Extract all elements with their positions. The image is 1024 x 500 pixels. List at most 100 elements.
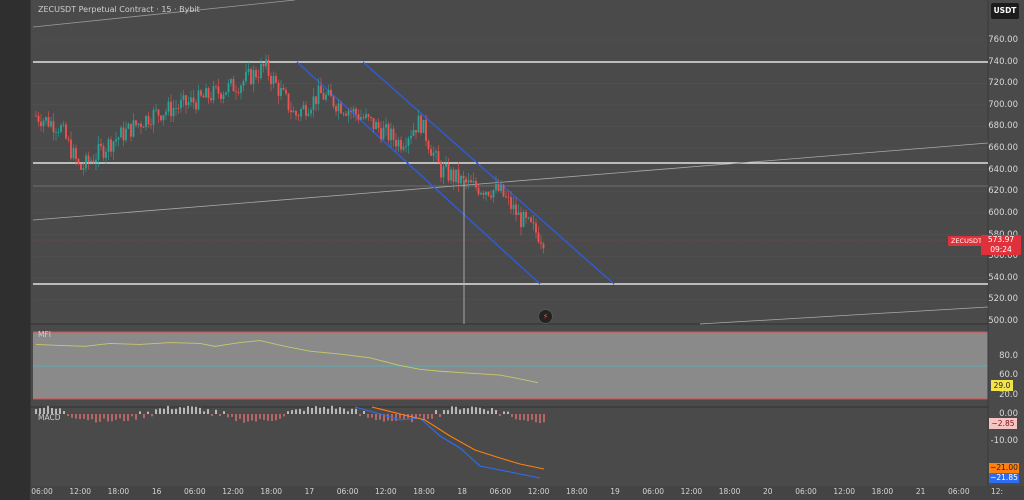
candle-body: [245, 71, 247, 82]
macd-bar: [139, 411, 141, 414]
macd-bar: [311, 407, 313, 414]
price-tick: 520.00: [988, 294, 1018, 305]
candle-body: [492, 189, 495, 198]
macd-bar: [471, 406, 473, 414]
candle-body: [107, 139, 110, 152]
candle-body: [132, 120, 135, 137]
macd-bar: [511, 414, 513, 418]
candle-body: [415, 130, 417, 133]
candle-body: [502, 184, 505, 197]
candle-body: [435, 151, 437, 153]
candle-body: [305, 105, 307, 116]
candle-body: [210, 98, 212, 101]
candle-body: [520, 212, 522, 228]
macd-bar: [291, 410, 293, 414]
macd-bar: [491, 408, 493, 414]
candle-body: [42, 120, 45, 127]
candle-body: [397, 139, 400, 147]
candle-body: [407, 138, 410, 146]
candle-body: [457, 169, 460, 184]
macd-line-value-tag: −21.85: [989, 473, 1019, 483]
macd-bar: [167, 405, 169, 414]
candle-body: [240, 85, 242, 94]
macd-bar: [143, 414, 145, 419]
candle-body: [412, 130, 415, 136]
time-tick: 21: [915, 487, 926, 496]
currency-button[interactable]: USDT: [991, 3, 1019, 19]
macd-bar: [39, 408, 41, 414]
channel-lower[interactable]: [296, 61, 541, 285]
macd-tick: -10.00: [990, 436, 1018, 446]
lightning-icon[interactable]: ⚡: [538, 309, 553, 324]
candle-body: [115, 139, 117, 142]
macd-bar: [371, 414, 373, 418]
macd-bar: [479, 407, 481, 414]
candle-body: [267, 59, 270, 76]
macd-bar: [47, 405, 49, 414]
macd-bar: [411, 414, 413, 423]
candle-body: [357, 114, 360, 120]
macd-bar: [147, 411, 149, 414]
candle-body: [445, 163, 447, 167]
macd-bar: [375, 414, 377, 421]
macd-bar: [347, 411, 349, 414]
macd-bar: [259, 414, 261, 419]
macd-bar: [195, 406, 197, 414]
candle-body: [530, 217, 532, 223]
candle-body: [517, 212, 520, 215]
macd-bar: [539, 414, 541, 424]
candle-body: [295, 110, 297, 116]
candle-body: [187, 102, 190, 106]
candle-body: [82, 168, 85, 170]
trendline-lower[interactable]: [699, 306, 989, 325]
channel-upper[interactable]: [362, 61, 615, 285]
candle-body: [475, 180, 477, 188]
candle-body: [432, 152, 435, 156]
candle-body: [235, 91, 237, 93]
candle-body: [232, 79, 235, 92]
candle-body: [437, 151, 440, 163]
current-price: 573.97: [987, 235, 1015, 244]
signal-line: [371, 406, 545, 470]
left-toolbar[interactable]: [0, 0, 31, 500]
candle-body: [535, 223, 537, 233]
candle-body: [387, 124, 390, 141]
candle-body: [522, 211, 525, 228]
candle-body: [367, 114, 370, 117]
macd-bar: [247, 414, 249, 422]
candle-body: [325, 94, 327, 100]
time-tick: 20: [763, 487, 773, 496]
time-tick: 12:00: [222, 487, 244, 496]
candle-body: [75, 148, 77, 160]
price-tick: 500.00: [988, 316, 1018, 326]
candle-body: [327, 89, 330, 95]
macd-bar: [99, 414, 101, 422]
candle-body: [497, 183, 500, 192]
candle-body: [180, 100, 182, 109]
macd-bar: [123, 414, 125, 422]
macd-bar: [127, 414, 129, 421]
time-tick: 18:00: [871, 487, 894, 496]
candle-body: [152, 109, 155, 125]
macd-bar: [379, 414, 381, 420]
candle-body: [35, 115, 37, 117]
macd-bar: [63, 411, 65, 414]
macd-bar: [35, 409, 37, 414]
trendline-middle[interactable]: [32, 142, 989, 221]
candle-body: [292, 110, 295, 113]
candle-body: [360, 117, 362, 120]
candle-body: [422, 119, 425, 133]
candle-body: [57, 131, 60, 133]
candle-body: [307, 113, 310, 116]
mfi-tick: 60.0: [999, 370, 1018, 380]
candle-body: [265, 59, 267, 67]
time-tick: 18: [457, 487, 467, 496]
macd-bar: [387, 414, 389, 421]
time-tick: 18:00: [107, 487, 130, 496]
candle-body: [400, 139, 402, 150]
trendline-upper[interactable]: [32, 0, 296, 28]
candle-body: [45, 117, 47, 121]
time-tick: 16: [151, 487, 162, 496]
time-tick: 18:00: [413, 487, 435, 496]
